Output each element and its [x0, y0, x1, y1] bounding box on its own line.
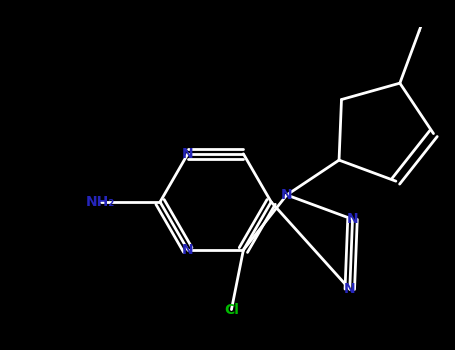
Text: N: N: [347, 212, 359, 226]
Text: Cl: Cl: [224, 302, 239, 316]
Text: OH: OH: [421, 0, 445, 1]
Text: N: N: [182, 243, 194, 257]
Text: N: N: [281, 188, 293, 202]
Text: NH₂: NH₂: [86, 195, 115, 209]
Text: N: N: [182, 147, 194, 161]
Text: N: N: [344, 282, 355, 296]
